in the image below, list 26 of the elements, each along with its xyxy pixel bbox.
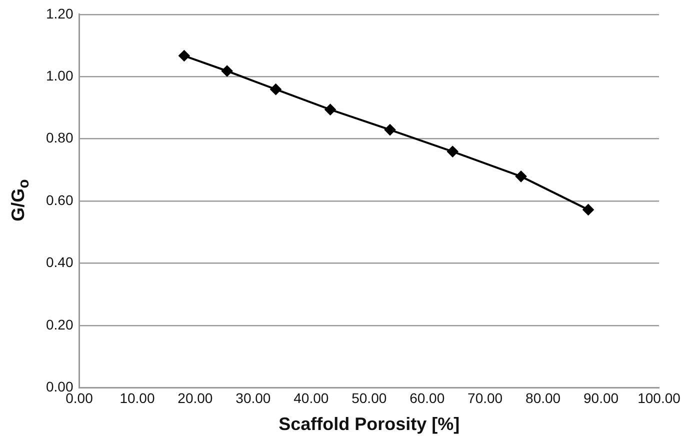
x-tick-label: 60.00 xyxy=(410,390,445,406)
point xyxy=(324,104,336,116)
x-tick-label: 100.00 xyxy=(638,390,681,406)
point xyxy=(178,50,190,62)
x-tick-label: 20.00 xyxy=(178,390,213,406)
point xyxy=(447,146,458,158)
point xyxy=(582,204,594,216)
y-tick-label: 0.80 xyxy=(46,130,74,146)
y-tick-label: 0.60 xyxy=(46,192,74,208)
x-tick-label: 90.00 xyxy=(584,390,619,406)
point xyxy=(516,170,527,182)
x-tick-label: 50.00 xyxy=(352,390,387,406)
x-axis-title: Scaffold Porosity [%] xyxy=(278,414,460,434)
y-tick-label: 1.00 xyxy=(46,67,74,84)
y-tick-label: 0.00 xyxy=(46,378,74,394)
y-tick-label: 0.40 xyxy=(46,254,74,270)
x-tick-label: 70.00 xyxy=(468,390,503,406)
point xyxy=(384,124,396,136)
x-tick-label: 40.00 xyxy=(294,390,329,406)
x-tick-label: 80.00 xyxy=(526,390,561,406)
point xyxy=(270,84,282,95)
y-tick-label: 0.20 xyxy=(46,316,74,332)
x-tick-label: 10.00 xyxy=(120,390,155,406)
y-tick-label: 1.20 xyxy=(46,5,74,22)
x-tick-label: 30.00 xyxy=(236,390,271,406)
point xyxy=(222,66,233,76)
